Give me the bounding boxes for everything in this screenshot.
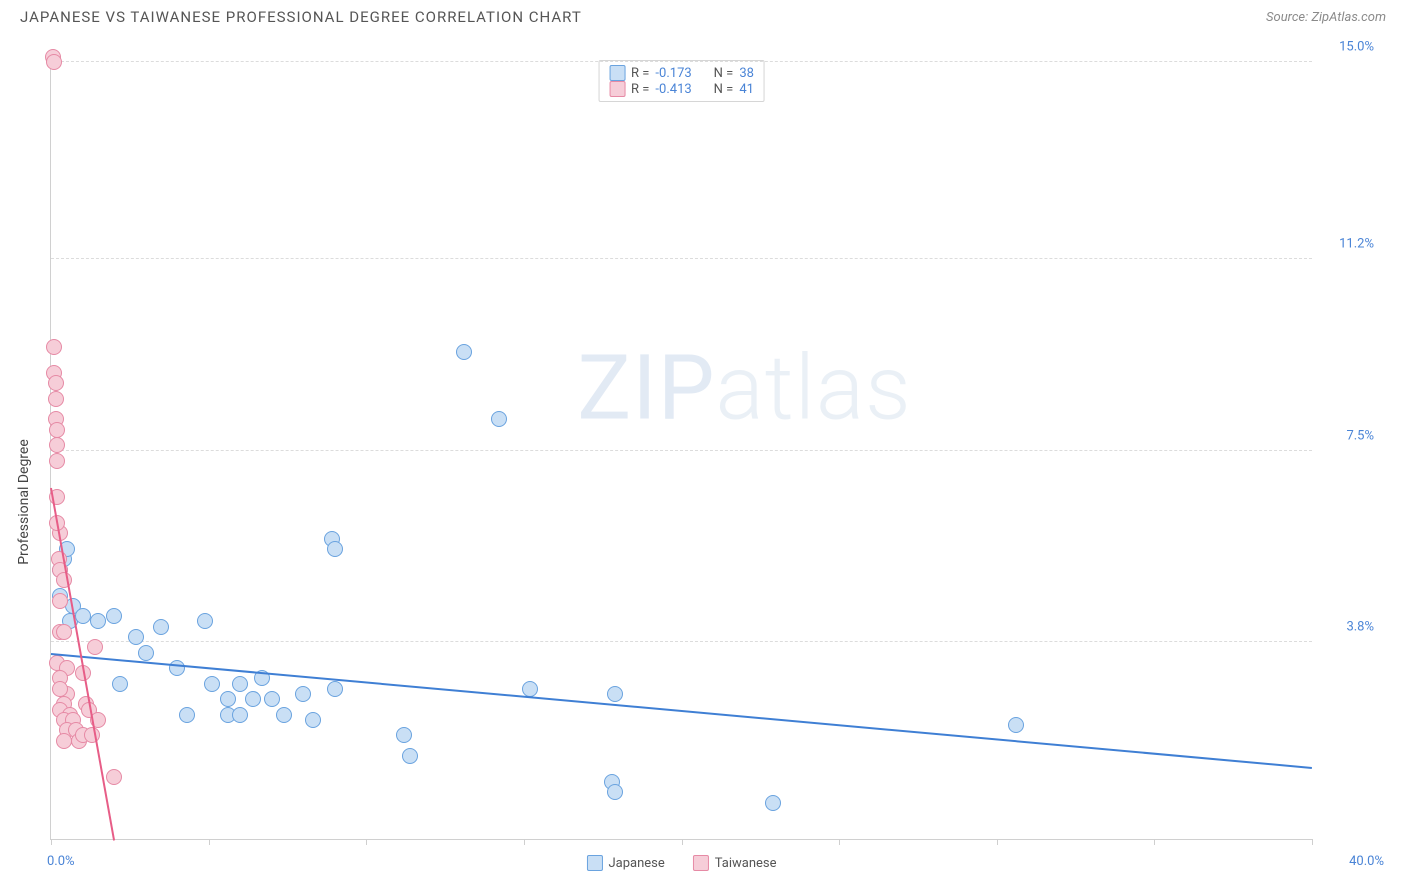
data-point-japanese [138,645,154,661]
data-point-japanese [112,676,128,692]
source-prefix: Source: [1266,10,1311,25]
data-point-japanese [402,748,418,764]
data-point-taiwanese [84,727,100,743]
data-point-japanese [1008,717,1024,733]
data-point-japanese [491,411,507,427]
data-point-taiwanese [52,593,68,609]
data-point-taiwanese [46,54,62,70]
legend-R-japanese: -0.173 [655,66,691,81]
y-axis-title: Professional Degree [16,439,32,565]
watermark: ZIPatlas [577,336,911,441]
data-point-taiwanese [52,681,68,697]
data-point-japanese [197,613,213,629]
x-tick [524,839,525,845]
data-point-taiwanese [106,769,122,785]
legend-R-label: R = [631,66,649,81]
data-point-japanese [607,686,623,702]
data-point-japanese [607,784,623,800]
gridline [51,450,1312,451]
data-point-taiwanese [48,391,64,407]
chart-title: JAPANESE VS TAIWANESE PROFESSIONAL DEGRE… [20,8,582,26]
data-point-japanese [232,676,248,692]
x-tick [682,839,683,845]
correlation-legend-box: R = -0.173 N = 38 R = -0.413 N = 41 [598,60,765,102]
data-point-taiwanese [56,733,72,749]
data-point-japanese [276,707,292,723]
data-point-japanese [327,681,343,697]
data-point-japanese [220,691,236,707]
legend-row-taiwanese: R = -0.413 N = 41 [609,81,754,97]
x-tick [209,839,210,845]
data-point-taiwanese [48,375,64,391]
legend-R-label-2: R = [631,82,649,97]
legend-R-taiwanese: -0.413 [655,82,691,97]
x-axis-min-label: 0.0% [47,854,75,869]
legend-swatch-japanese [609,65,625,81]
data-point-japanese [522,681,538,697]
data-point-japanese [128,629,144,645]
x-tick [839,839,840,845]
legend-N-label: N = [714,66,734,81]
data-point-japanese [327,541,343,557]
legend-label: Japanese [608,856,664,871]
data-point-japanese [106,608,122,624]
x-tick [1312,839,1313,845]
chart-container: Professional Degree ZIPatlas R = -0.173 … [18,40,1392,880]
data-point-taiwanese [49,437,65,453]
data-point-taiwanese [87,639,103,655]
data-point-japanese [245,691,261,707]
data-point-japanese [396,727,412,743]
legend-label: Taiwanese [715,856,777,871]
data-point-japanese [90,613,106,629]
data-point-japanese [295,686,311,702]
data-point-taiwanese [46,339,62,355]
plot-area: ZIPatlas R = -0.173 N = 38 R = -0.413 N … [50,62,1312,840]
data-point-japanese [169,660,185,676]
x-tick [51,839,52,845]
data-point-taiwanese [49,422,65,438]
legend-N-label-2: N = [714,82,734,97]
gridline [51,641,1312,642]
legend-N-taiwanese: 41 [739,82,754,97]
gridline [51,61,1312,62]
legend-swatch-taiwanese [609,81,625,97]
legend-N-japanese: 38 [739,66,754,81]
data-point-japanese [75,608,91,624]
data-point-japanese [232,707,248,723]
watermark-thin: atlas [715,336,911,441]
source-name: ZipAtlas.com [1311,10,1386,25]
source-attribution: Source: ZipAtlas.com [1266,10,1386,25]
watermark-bold: ZIP [577,336,715,441]
legend-row-japanese: R = -0.173 N = 38 [609,65,754,81]
data-point-japanese [456,344,472,360]
x-tick [997,839,998,845]
data-point-taiwanese [56,624,72,640]
data-point-japanese [204,676,220,692]
data-point-japanese [305,712,321,728]
y-tick-label: 3.8% [1346,620,1374,635]
legend-swatch [586,855,602,871]
x-tick [1154,839,1155,845]
y-tick-label: 7.5% [1346,428,1374,443]
legend-swatch [693,855,709,871]
y-tick-label: 15.0% [1339,40,1374,55]
x-tick [366,839,367,845]
y-tick-label: 11.2% [1339,236,1374,251]
data-point-japanese [264,691,280,707]
gridline [51,258,1312,259]
legend-item-japanese: Japanese [586,855,664,871]
series-legend: Japanese Taiwanese [586,855,776,871]
legend-item-taiwanese: Taiwanese [693,855,777,871]
data-point-japanese [153,619,169,635]
x-axis-max-label: 40.0% [1349,854,1384,869]
data-point-japanese [765,795,781,811]
data-point-japanese [179,707,195,723]
data-point-taiwanese [49,453,65,469]
